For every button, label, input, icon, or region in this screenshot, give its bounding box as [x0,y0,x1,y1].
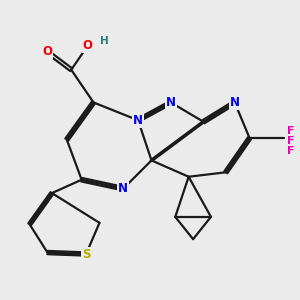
Text: H: H [100,36,108,46]
Text: F: F [287,136,294,146]
Text: F: F [287,126,294,136]
Text: S: S [82,248,90,260]
Text: N: N [166,96,176,109]
Text: N: N [230,96,240,109]
Text: N: N [118,182,128,195]
Text: O: O [43,45,52,58]
Text: N: N [133,114,143,127]
Text: F: F [287,146,294,157]
Text: O: O [82,40,93,52]
